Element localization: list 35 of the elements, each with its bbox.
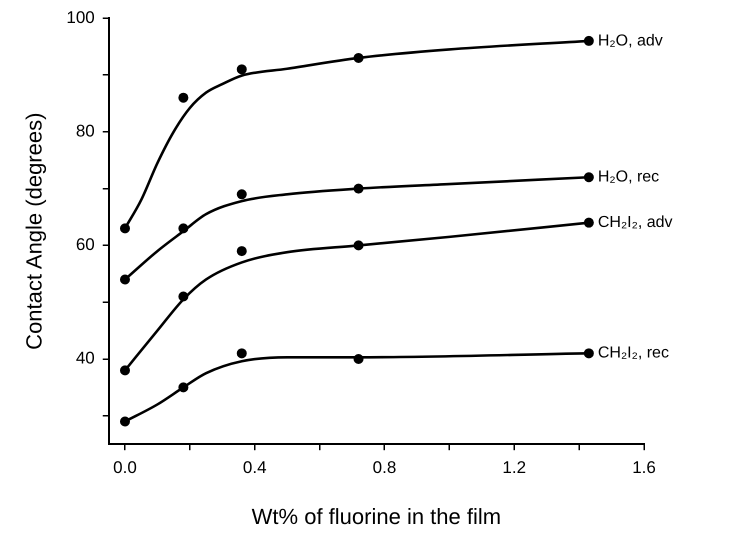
point [584,172,594,182]
y-tick-label: 60 [76,235,95,254]
point [120,274,130,284]
y-tick-label: 100 [66,8,95,27]
x-tick-label: 1.2 [502,458,526,478]
x-tick-label: 0.8 [372,458,396,478]
y-tick-label: 40 [76,348,95,368]
y-axis-title: Contact Angle (degrees) [21,112,46,350]
x-tick-label: 0.4 [242,458,267,478]
x-tick-label: 1.6 [632,458,656,478]
point [236,246,247,256]
point [120,365,130,376]
point [584,218,594,228]
point [584,348,594,358]
point [236,348,247,358]
point [178,382,188,392]
series-label: H₂O, adv [598,32,663,50]
point [354,184,364,194]
point [584,36,594,46]
point [120,416,130,426]
x-tick-label: 0.0 [113,458,137,478]
point [354,354,364,364]
series-label: H₂O, rec [598,168,660,186]
point [354,52,364,63]
point [178,92,188,103]
series-label: CH₂I₂, rec [598,344,669,362]
series-label: CH₂I₂, adv [598,214,673,232]
x-axis-title: Wt% of fluorine in the film [252,504,502,529]
point [178,292,188,302]
point [236,64,247,74]
point [178,223,188,234]
point [236,189,247,200]
point [354,240,364,250]
point [120,223,130,234]
y-tick-label: 80 [76,121,95,140]
